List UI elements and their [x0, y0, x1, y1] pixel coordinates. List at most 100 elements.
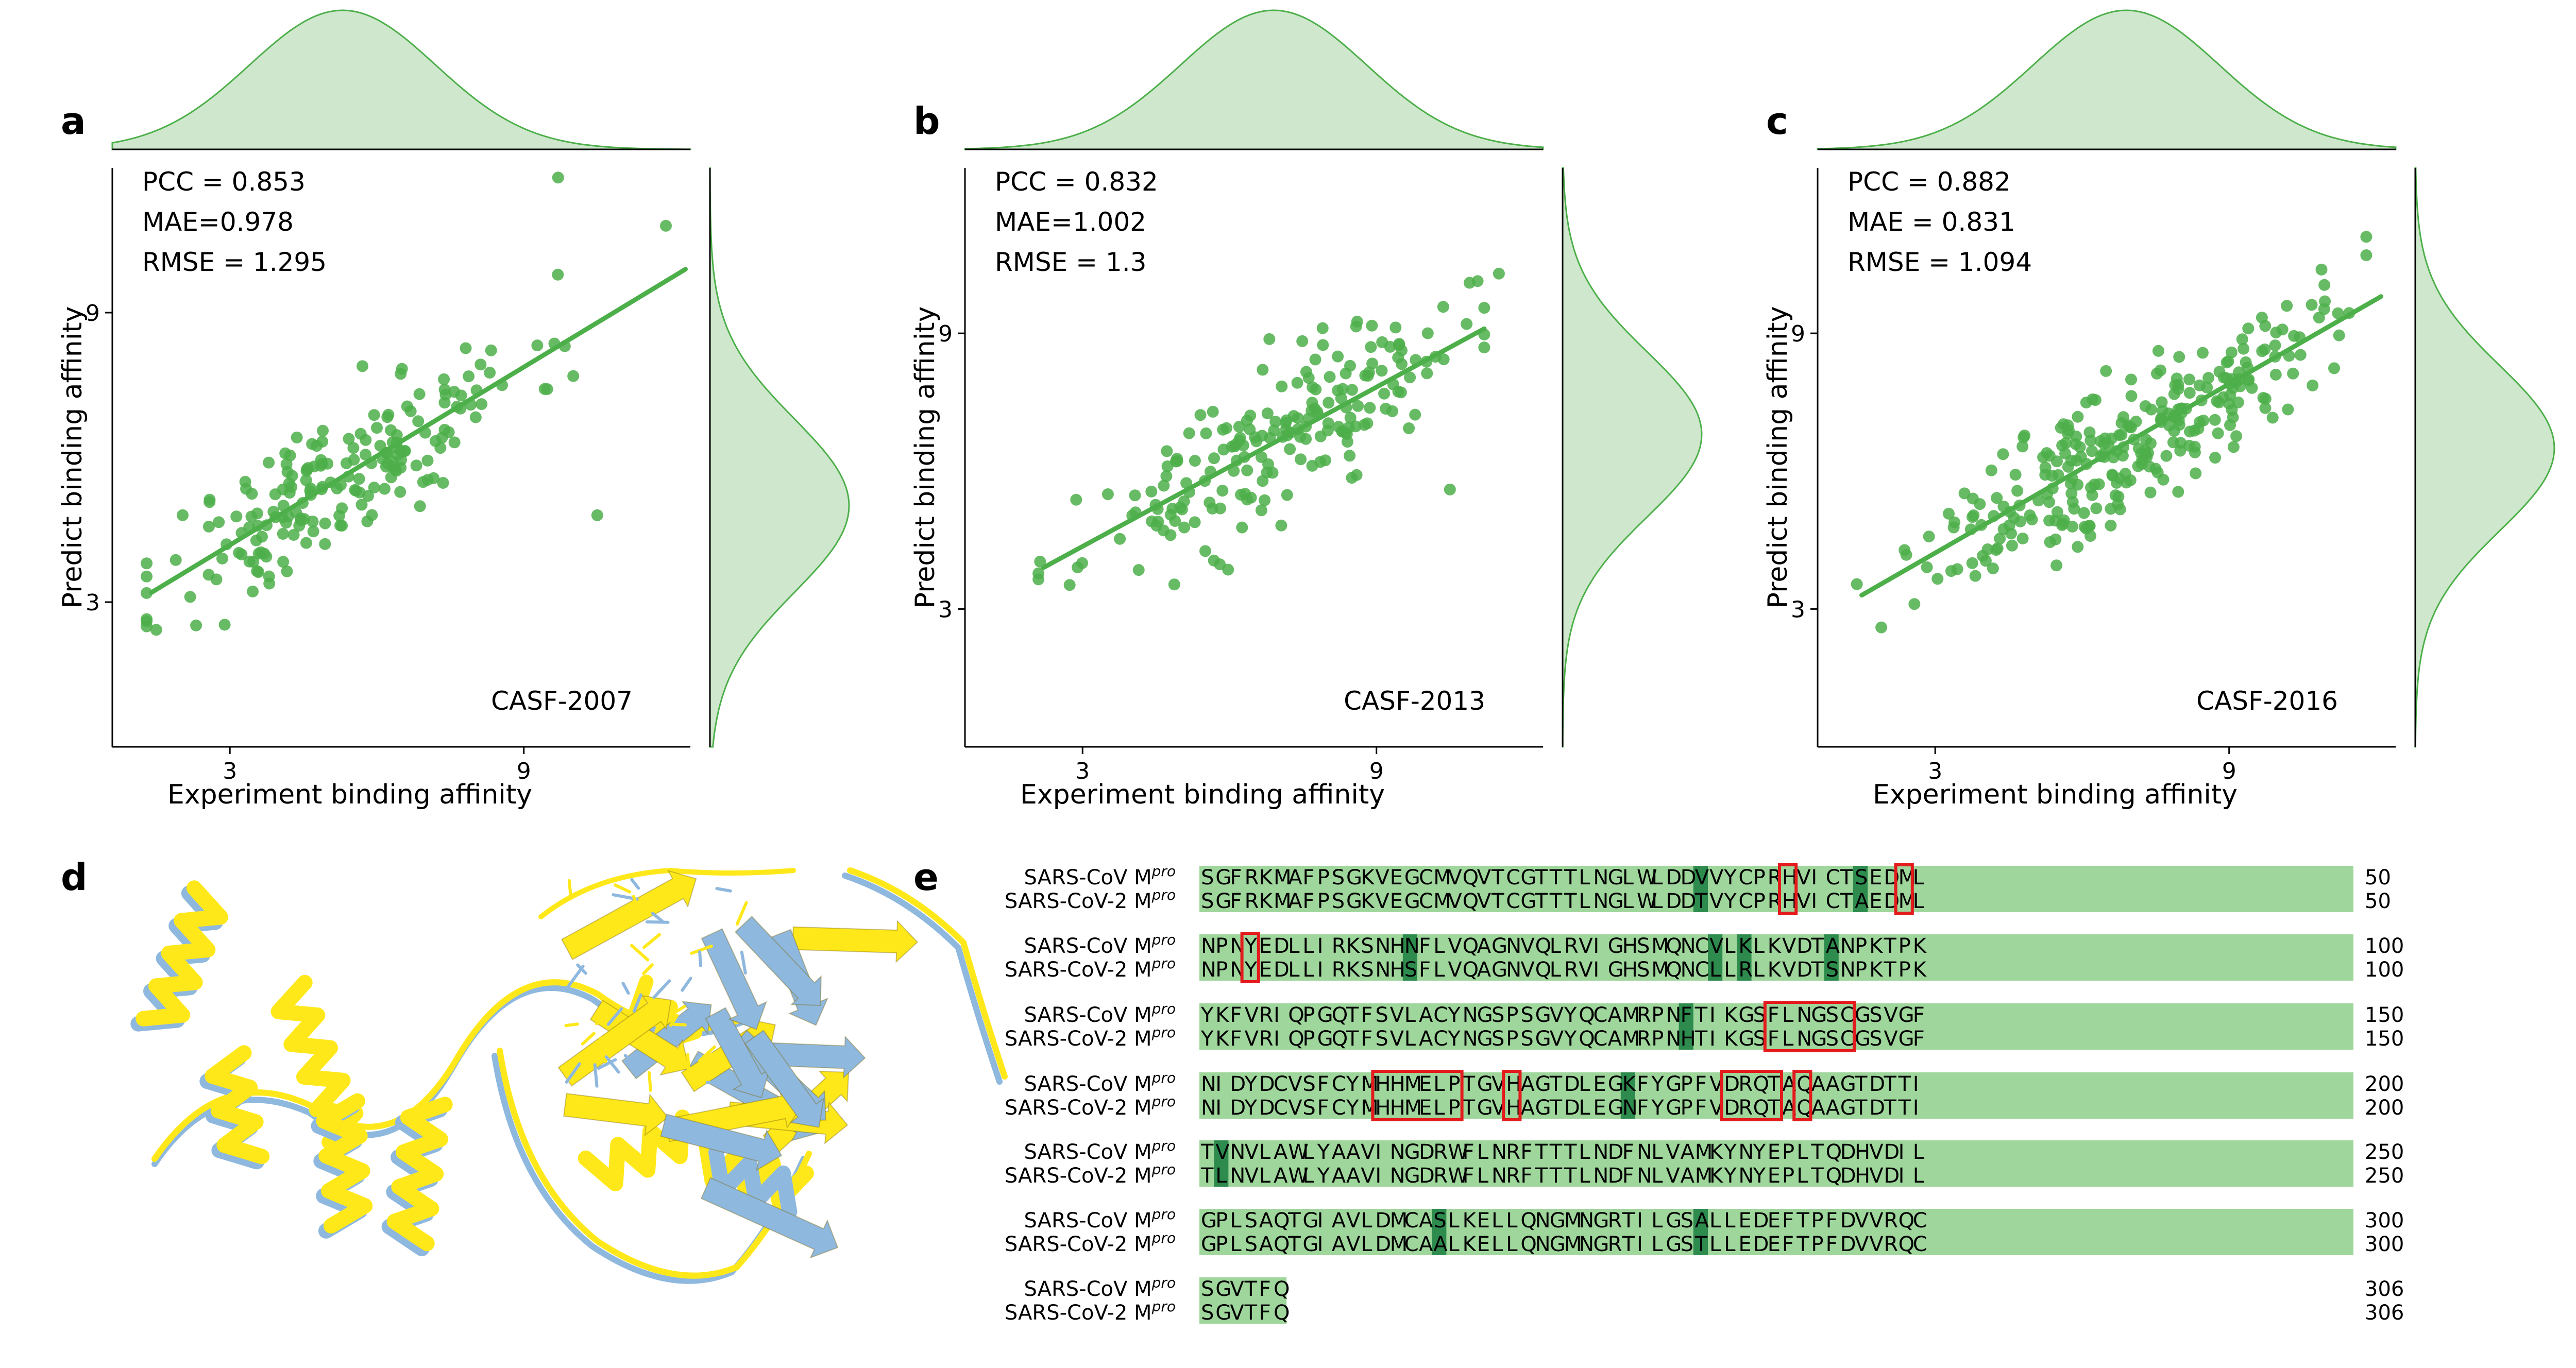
scatter-point — [395, 454, 407, 466]
scatter-point — [2222, 355, 2234, 368]
alignment-row-background — [1199, 1277, 1287, 1324]
highlight-box — [1778, 863, 1798, 915]
side-chain — [630, 944, 650, 962]
scatter-point — [2136, 458, 2148, 470]
helix — [205, 1045, 270, 1165]
scatter-point — [150, 624, 162, 636]
scatter-point — [2173, 419, 2185, 431]
scatter-point — [1421, 327, 1434, 339]
difference-column — [1432, 1209, 1447, 1255]
scatter-point — [410, 459, 422, 472]
scatter-point — [141, 570, 153, 583]
x-density-curve — [964, 9, 1544, 150]
difference-column — [1679, 1003, 1693, 1050]
stat-label: PCC = 0.853 — [142, 167, 306, 197]
scatter-point — [381, 411, 394, 423]
scatter-point — [347, 442, 360, 454]
difference-column — [1402, 934, 1417, 981]
side-chain — [642, 963, 654, 976]
scatter-point — [1985, 464, 1997, 476]
scatter-point — [2287, 367, 2299, 380]
sequence-label-sars-cov: SARS-CoV Mpro — [1024, 863, 1176, 890]
sequence-label-sars-cov-2: SARS-CoV-2 Mpro — [1005, 1298, 1176, 1325]
scatter-point — [412, 415, 425, 427]
sequence-sars-cov-2: YKFVRIQPGQTFSVLACYNGSPSGVYQCAMRPNHTIKGSF… — [1200, 1027, 1925, 1051]
scatter-point — [300, 537, 312, 549]
scatter-point — [334, 519, 346, 532]
side-chain — [698, 1045, 716, 1063]
side-chain — [632, 993, 642, 1013]
scatter-point — [1295, 453, 1307, 466]
scatter-point — [2257, 392, 2269, 404]
scatter-point — [141, 587, 153, 599]
scatter-point — [1132, 564, 1145, 576]
scatter-point — [2217, 371, 2230, 384]
highlight-box — [1371, 1070, 1464, 1121]
scatter-point — [1204, 497, 1216, 509]
scatter-point — [1241, 415, 1253, 427]
sequence-label-sars-cov-2: SARS-CoV-2 Mpro — [1005, 1229, 1176, 1257]
scatter-point — [2125, 421, 2137, 434]
scatter-point — [177, 509, 189, 521]
stat-label: RMSE = 1.3 — [995, 247, 1146, 277]
scatter-point — [1178, 521, 1191, 534]
scatter-point — [1317, 339, 1329, 351]
scatter-point — [1034, 555, 1046, 568]
scatter-point — [448, 436, 461, 449]
scatter-point — [413, 388, 426, 400]
scatter-point — [2016, 533, 2029, 544]
scatter-point — [1362, 370, 1374, 382]
scatter-point — [319, 538, 331, 550]
scatter-point — [2328, 362, 2340, 374]
scatter-point — [2315, 263, 2328, 276]
y-density-curve — [2414, 167, 2555, 748]
side-chain — [740, 950, 747, 975]
scatter-point — [1974, 498, 1986, 510]
scatter-point — [1194, 409, 1207, 421]
scatter-point — [2217, 391, 2229, 403]
scatter-point — [1263, 333, 1276, 345]
scatter-point — [2026, 514, 2038, 526]
scatter-point — [2154, 364, 2166, 377]
scatter-point — [1991, 492, 2003, 504]
scatter-point — [1340, 367, 1352, 380]
scatter-point — [2140, 434, 2153, 446]
scatter-point — [1324, 371, 1336, 383]
side-chain — [652, 979, 671, 999]
y-tick-label: 9 — [86, 300, 100, 327]
scatter-point — [230, 510, 243, 523]
sequence-label-sars-cov-2: SARS-CoV-2 Mpro — [1005, 955, 1176, 982]
stat-label: RMSE = 1.295 — [142, 247, 327, 277]
residue-number: 300 — [2365, 1209, 2404, 1233]
side-chain — [642, 933, 661, 949]
scatter-point — [552, 172, 564, 184]
sequence-label-sars-cov-2: SARS-CoV-2 Mpro — [1005, 1093, 1176, 1120]
alignment-row-background — [1199, 866, 2353, 912]
scatter-point — [1403, 422, 1415, 434]
scatter-point — [2282, 403, 2294, 416]
sequence-sars-cov: YKFVRIQPGQTFSVLACYNGSPSGVYQCAMRPNFTIKGSF… — [1200, 1003, 1925, 1027]
dataset-label: CASF-2016 — [2196, 686, 2338, 716]
scatter-point — [1461, 318, 1473, 330]
scatter-point — [1343, 421, 1355, 434]
side-chain — [565, 1062, 581, 1084]
scatter-point — [1346, 384, 1358, 396]
scatter-point — [1335, 392, 1347, 404]
scatter-point — [1145, 485, 1158, 498]
scatter-point — [2088, 478, 2100, 491]
scatter-point — [421, 474, 434, 486]
residue-number: 306 — [2365, 1277, 2404, 1301]
scatter-point — [2313, 312, 2325, 324]
scatter-point — [361, 515, 374, 527]
sequence-sars-cov: NPNYEDLLIRKSNHNFLVQAGNVQLRVIGHSMQNCVLKLK… — [1201, 934, 1927, 958]
scatter-point — [2196, 347, 2209, 359]
scatter-point — [1314, 456, 1327, 468]
structure-panel: d — [61, 856, 1008, 1284]
scatter-point — [2105, 519, 2117, 532]
scatter-point — [317, 424, 329, 437]
highlight-box — [1894, 863, 1914, 915]
scatter-point — [1257, 364, 1269, 376]
scatter-point — [315, 454, 327, 466]
scatter-point — [1478, 341, 1490, 354]
